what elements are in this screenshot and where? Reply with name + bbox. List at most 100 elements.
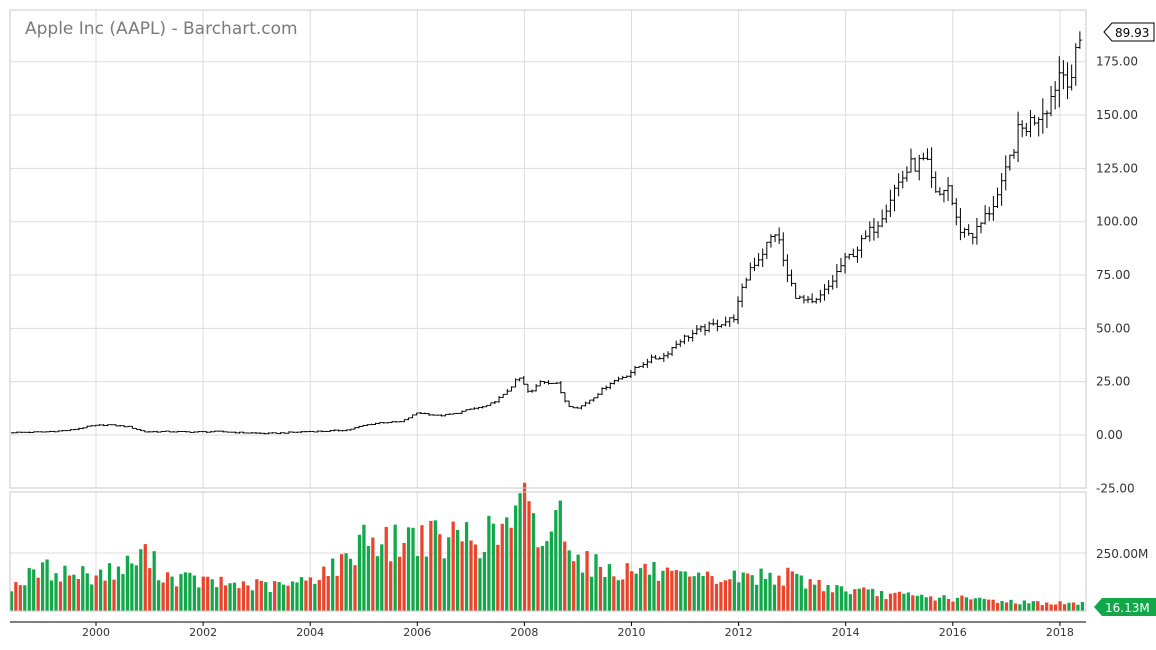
volume-bar — [696, 572, 701, 611]
volume-bar — [1053, 604, 1058, 611]
price-panel-frame — [9, 9, 1087, 489]
price-bar — [1044, 110, 1049, 129]
price-bar — [670, 346, 675, 356]
price-bar — [760, 248, 765, 268]
price-bar — [649, 354, 654, 364]
price-bar — [319, 430, 324, 433]
volume-bar — [353, 565, 357, 611]
volume-bar — [826, 584, 830, 611]
x-tick-label: 2006 — [403, 626, 431, 639]
volume-bar — [335, 575, 339, 611]
volume-bar — [674, 570, 678, 611]
volume-bar — [942, 595, 946, 611]
volume-bar — [482, 551, 487, 611]
price-bar — [72, 428, 77, 431]
volume-bar — [40, 562, 45, 611]
volume-bar — [558, 500, 562, 611]
volume-bar — [76, 579, 80, 611]
volume-bar — [906, 592, 910, 611]
y-tick-label: 125.00 — [1096, 161, 1138, 175]
price-bar — [332, 429, 337, 432]
price-bar — [888, 189, 893, 217]
price-bar — [344, 429, 349, 432]
volume-bar — [746, 573, 750, 611]
volume-bar — [286, 585, 290, 611]
volume-bar — [103, 580, 107, 611]
volume-bar — [616, 580, 620, 611]
price-bar — [76, 427, 81, 431]
price-bar — [196, 431, 201, 433]
price-bar — [600, 387, 605, 395]
price-bar — [101, 424, 106, 427]
price-bar — [130, 425, 135, 429]
volume-bar — [23, 585, 27, 611]
price-bar — [678, 339, 683, 347]
price-bar — [348, 428, 353, 431]
volume-bar — [152, 551, 156, 611]
price-bar — [254, 432, 259, 434]
price-bar — [1049, 85, 1054, 117]
volume-bar — [326, 575, 330, 611]
price-bar — [418, 411, 423, 415]
x-tick-label: 2002 — [189, 626, 217, 639]
axes — [9, 9, 1087, 626]
price-bar — [492, 400, 497, 405]
price-bar — [748, 262, 753, 281]
price-bar — [995, 187, 1000, 208]
price-bar — [398, 421, 403, 423]
volume-bar — [848, 594, 852, 611]
price-bar — [657, 356, 662, 360]
price-bar — [262, 432, 267, 435]
price-bar — [89, 425, 94, 427]
price-bar — [394, 421, 399, 423]
price-bar — [703, 323, 708, 336]
price-bar — [315, 430, 320, 433]
volume-bar — [134, 565, 138, 611]
price-bar — [163, 430, 168, 432]
price-bar — [727, 317, 732, 328]
x-tick-label: 2018 — [1046, 626, 1074, 639]
price-bar — [1077, 31, 1082, 49]
price-bar — [208, 430, 213, 433]
volume-bar — [268, 591, 272, 611]
price-bar — [365, 424, 370, 427]
price-bar — [451, 412, 456, 415]
volume-bar — [281, 584, 286, 611]
price-bar — [468, 408, 473, 411]
price-bar — [113, 424, 118, 427]
volume-bar — [634, 573, 638, 611]
price-bar — [192, 431, 197, 433]
volume-bar — [36, 577, 40, 611]
volume-bar — [429, 520, 433, 611]
volume-bar — [835, 585, 839, 611]
price-bar — [715, 319, 720, 332]
price-bar — [414, 412, 419, 416]
volume-bar — [1045, 602, 1049, 611]
price-bar — [633, 365, 638, 376]
volume-bar — [188, 572, 192, 611]
price-bar — [694, 325, 699, 335]
price-bar — [1011, 148, 1016, 159]
price-bar — [979, 222, 984, 234]
grid-lines — [10, 10, 1086, 611]
price-bar — [216, 430, 221, 432]
volume-bar — [795, 573, 799, 611]
volume-bar — [201, 576, 205, 611]
price-bar — [1057, 56, 1062, 108]
price-bar — [641, 362, 646, 369]
price-bar — [608, 382, 613, 390]
volume-bar — [987, 599, 991, 611]
volume-bar — [866, 589, 870, 611]
price-bar — [447, 413, 452, 415]
price-bar — [171, 431, 176, 433]
volume-bar — [157, 580, 161, 611]
price-bar — [744, 277, 749, 289]
volume-bar — [737, 582, 741, 611]
volume-bar — [741, 572, 745, 611]
volume-bar — [808, 579, 812, 611]
price-bar — [517, 377, 522, 382]
price-bar — [538, 380, 543, 387]
volume-bar — [594, 554, 598, 611]
volume-bar — [1018, 604, 1022, 611]
volume-bar — [45, 559, 49, 611]
